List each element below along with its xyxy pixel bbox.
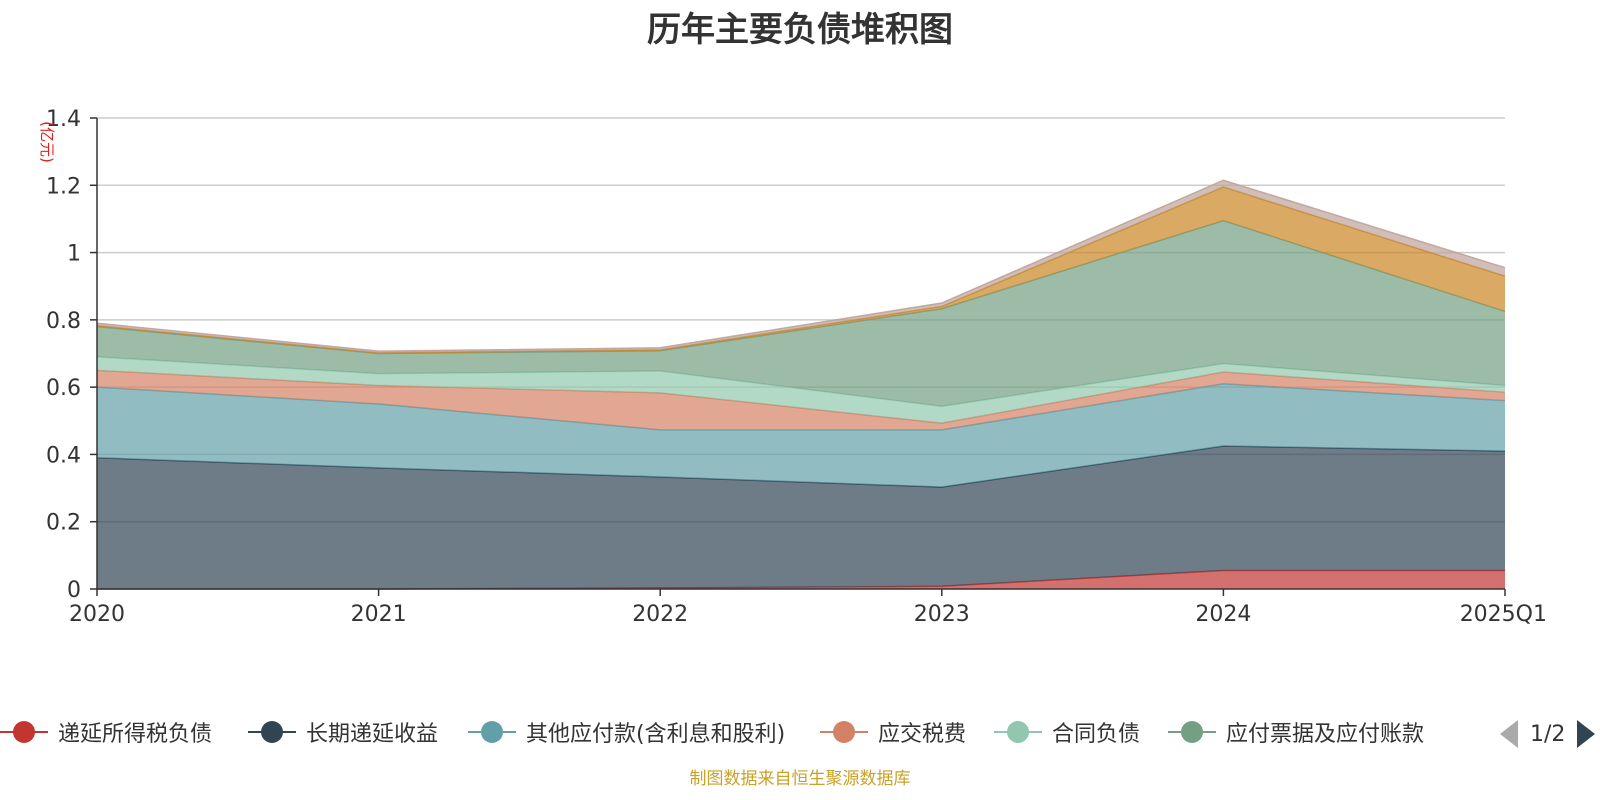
legend-item-0[interactable]: 递延所得税负债 bbox=[0, 712, 212, 752]
legend-marker-icon bbox=[820, 718, 868, 746]
area-series-5 bbox=[97, 220, 1505, 407]
legend-label: 应付票据及应付账款 bbox=[1226, 722, 1425, 747]
x-tick-label-0: 2020 bbox=[69, 602, 125, 627]
data-source-note: 制图数据来自恒生聚源数据库 bbox=[689, 769, 911, 789]
y-tick-label-0: 0 bbox=[67, 578, 81, 603]
legend-page-indicator: 1/2 bbox=[1530, 721, 1566, 747]
y-tick-label-1: 0.2 bbox=[46, 511, 81, 536]
legend-marker-icon bbox=[994, 718, 1042, 746]
y-tick-label-2: 0.4 bbox=[46, 443, 81, 468]
series-line-3 bbox=[96, 369, 1506, 424]
legend-marker-icon bbox=[0, 718, 48, 746]
legend-marker-icon bbox=[468, 718, 516, 746]
legend-marker-icon bbox=[248, 718, 296, 746]
series-line-7 bbox=[96, 179, 1506, 352]
legend-next-page-icon[interactable] bbox=[1577, 720, 1596, 748]
legend-marker-icon bbox=[1168, 718, 1216, 746]
legend-label: 应交税费 bbox=[878, 722, 967, 747]
legend-item-4[interactable]: 合同负债 bbox=[994, 712, 1140, 752]
y-tick-label-5: 1 bbox=[67, 242, 81, 267]
chart-title: 历年主要负债堆积图 bbox=[647, 10, 953, 50]
x-tick-label-4: 2024 bbox=[1195, 602, 1251, 627]
area-series-1 bbox=[97, 446, 1505, 589]
area-series-2 bbox=[97, 383, 1505, 488]
x-tick-label-1: 2021 bbox=[351, 602, 407, 627]
legend-label: 其他应付款(含利息和股利) bbox=[526, 722, 786, 747]
legend-item-1[interactable]: 长期递延收益 bbox=[248, 712, 438, 752]
y-axis-unit-label: (亿元) bbox=[38, 121, 56, 163]
legend-item-3[interactable]: 应交税费 bbox=[820, 712, 966, 752]
x-tick-label-3: 2023 bbox=[914, 602, 970, 627]
legend-prev-page-icon[interactable] bbox=[1500, 720, 1518, 748]
area-series-6 bbox=[97, 186, 1505, 354]
legend-label: 递延所得税负债 bbox=[58, 722, 213, 747]
x-tick-label-2: 2022 bbox=[632, 602, 688, 627]
y-tick-label-6: 1.2 bbox=[46, 174, 81, 199]
y-tick-label-4: 0.8 bbox=[46, 309, 81, 334]
legend-item-5[interactable]: 应付票据及应付账款 bbox=[1168, 712, 1424, 752]
y-tick-label-3: 0.6 bbox=[46, 376, 81, 401]
legend-label: 长期递延收益 bbox=[306, 722, 439, 747]
x-tick-label-5: 2025Q1 bbox=[1460, 602, 1547, 627]
legend-label: 合同负债 bbox=[1052, 722, 1141, 747]
legend-pager: 1/2 bbox=[1500, 718, 1596, 750]
legend-item-2[interactable]: 其他应付款(含利息和股利) bbox=[468, 712, 785, 752]
chart-legend: 递延所得税负债 长期递延收益 其他应付款(含利息和股利) 应交税费 合同负债 应付票据及应… bbox=[0, 712, 1600, 752]
y-tick-label-7: 1.4 bbox=[46, 107, 81, 132]
